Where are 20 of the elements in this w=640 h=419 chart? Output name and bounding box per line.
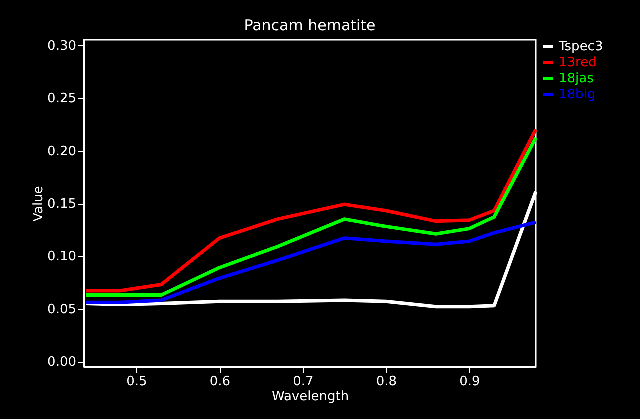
x-tick-label: 0.7 bbox=[293, 374, 314, 390]
y-tick-label: 0.15 bbox=[48, 197, 76, 212]
y-tick-label: 0.20 bbox=[48, 144, 76, 160]
legend-label: 18big bbox=[559, 88, 596, 102]
y-tick-label: 0.05 bbox=[48, 302, 76, 318]
legend-label: 13red bbox=[559, 56, 597, 70]
line-series bbox=[84, 220, 538, 304]
x-tick-label: 0.8 bbox=[376, 374, 398, 390]
y-tick-label: 0.00 bbox=[48, 355, 76, 370]
y-tick-label: 0.10 bbox=[48, 250, 76, 265]
x-tick-label: 0.5 bbox=[126, 374, 148, 390]
x-tick-label: 0.9 bbox=[460, 374, 480, 390]
y-tick-label: 0.25 bbox=[48, 92, 76, 107]
chart-title: Pancam hematite bbox=[244, 16, 376, 34]
x-axis-title: Wavelength bbox=[272, 390, 350, 404]
legend-label: Tspec3 bbox=[558, 40, 604, 54]
legend-label: 18jas bbox=[559, 72, 594, 86]
y-axis-title: Value bbox=[32, 186, 47, 222]
y-tick-label: 0.30 bbox=[48, 38, 76, 54]
x-tick-label: 0.6 bbox=[210, 374, 231, 390]
